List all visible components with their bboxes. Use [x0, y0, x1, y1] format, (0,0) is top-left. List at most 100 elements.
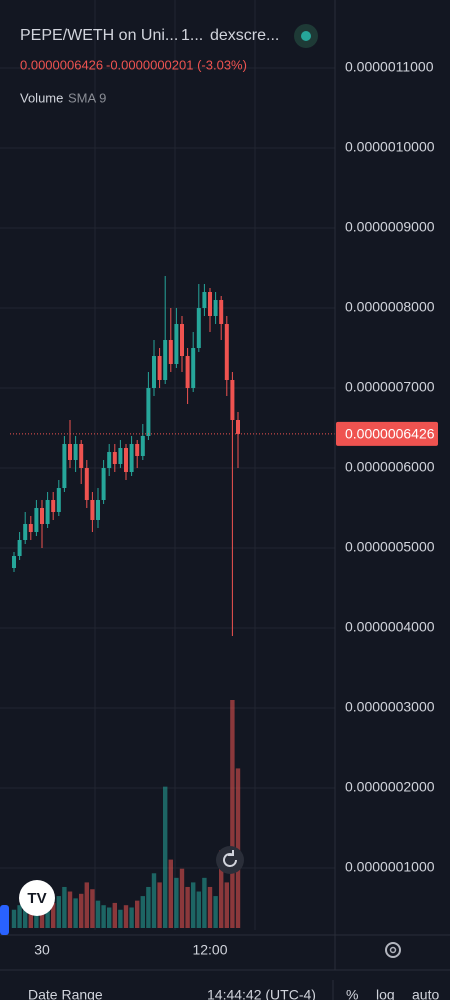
candle-body [96, 500, 100, 520]
y-tick-label: 0.0000002000 [345, 779, 435, 795]
tv-logo-mark: TV [27, 890, 46, 907]
volume-bar [185, 886, 190, 928]
candle-body [62, 444, 67, 488]
volume-bar [174, 877, 179, 928]
volume-bar [62, 886, 67, 928]
candle-body [157, 356, 162, 380]
candle-body [129, 444, 134, 472]
y-tick-label: 0.0000004000 [345, 619, 435, 635]
auto-toggle[interactable]: auto [412, 987, 439, 1000]
volume-bar [129, 907, 134, 928]
date-range[interactable]: Date Range [28, 987, 103, 1000]
volume-bar [112, 902, 117, 928]
interval[interactable]: 1... [181, 27, 203, 44]
y-tick-label: 0.0000011000 [345, 59, 434, 75]
settings-gear[interactable] [385, 942, 401, 958]
candle-body [180, 324, 184, 356]
symbol-title[interactable]: PEPE/WETH on Uni... [20, 27, 178, 44]
candle-body [17, 540, 22, 556]
volume-label: Volume [20, 90, 63, 105]
candle-body [79, 444, 84, 468]
y-tick-label: 0.0000001000 [345, 859, 435, 875]
volume-bar [163, 786, 168, 928]
header-price: 0.0000006426 [20, 57, 103, 72]
volume-bar [202, 877, 207, 928]
candle-body [34, 508, 39, 532]
volume-bar [51, 902, 56, 928]
volume-bar [179, 868, 185, 928]
price-tag [336, 421, 438, 446]
reset-icon [223, 850, 237, 867]
volume-bar [84, 882, 89, 928]
candle-body [23, 524, 28, 540]
volume-bar [28, 912, 33, 928]
log-toggle[interactable]: log [376, 987, 395, 1000]
candle-body [51, 500, 56, 512]
volume-bar [101, 905, 106, 928]
candle-body [73, 444, 78, 460]
price-tag-label: 0.0000006426 [345, 426, 435, 442]
candle-body [185, 356, 190, 388]
candle-body [135, 444, 140, 456]
candle-body [101, 468, 106, 500]
volume-bar [213, 896, 218, 928]
candle-body [236, 420, 240, 434]
candle-body [112, 452, 117, 464]
y-tick-label: 0.0000006000 [345, 459, 435, 475]
candle-body [202, 292, 207, 308]
sma-label: SMA 9 [68, 90, 106, 105]
volume-bar [95, 900, 101, 928]
plot-area [0, 67, 335, 928]
candle-body [107, 452, 112, 468]
candle-body [191, 348, 196, 388]
candle-body [230, 380, 235, 420]
y-tick-label: 0.0000007000 [345, 379, 435, 395]
volume-bar [146, 886, 151, 928]
x-tick-label: 12:00 [192, 942, 227, 958]
side-handle[interactable] [0, 905, 9, 935]
volume-bar [34, 905, 39, 928]
volume-bar [118, 909, 123, 928]
candle-body [208, 292, 212, 316]
x-tick-label: 30 [34, 942, 50, 958]
y-tick-label: 0.0000003000 [345, 699, 435, 715]
candle-body [84, 468, 89, 500]
settings-gear-hub [389, 946, 397, 954]
vertical-grid [94, 0, 256, 930]
candle-body [124, 448, 128, 472]
volume-bar [230, 700, 235, 928]
tv-logo[interactable] [19, 880, 55, 916]
status-dot [301, 31, 311, 41]
reset-button[interactable] [216, 846, 244, 874]
volume-bar [168, 859, 173, 928]
volume-bar [45, 907, 50, 928]
candle-body [152, 356, 156, 388]
volume-bar [23, 907, 28, 928]
candle-body [219, 300, 224, 324]
candle-body [163, 340, 168, 380]
source[interactable]: dexscre... [210, 27, 279, 44]
candle-body [168, 340, 173, 364]
candle-body [146, 388, 151, 436]
candle-body [90, 500, 95, 520]
volume-bar [17, 905, 22, 928]
y-tick-label: 0.0000005000 [345, 539, 435, 555]
volume-bar [191, 882, 196, 928]
candle-body [40, 508, 44, 524]
volume-bar [11, 909, 17, 928]
candle-body [224, 324, 229, 380]
volume-bar [224, 882, 229, 928]
volume-bar [219, 850, 224, 928]
candle-body [140, 436, 145, 456]
y-tick-label: 0.0000010000 [345, 139, 435, 155]
volume-bar [157, 882, 162, 928]
volume-bar [207, 886, 213, 928]
percent-toggle[interactable]: % [346, 987, 358, 1000]
candle-body [213, 300, 218, 316]
volume-bar [196, 891, 201, 928]
candle-body [68, 444, 72, 460]
volume-bar [140, 896, 145, 928]
candle-body [28, 524, 33, 532]
